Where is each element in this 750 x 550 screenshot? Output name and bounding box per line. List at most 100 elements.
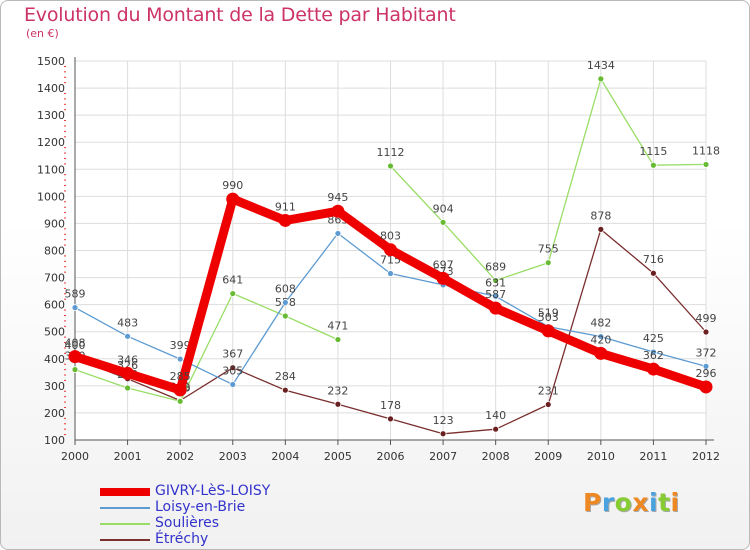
y-tick-label: 200 xyxy=(44,407,65,420)
proxiti-logo: Proxiti xyxy=(583,488,680,517)
x-tick-label: 2002 xyxy=(166,450,194,463)
data-point xyxy=(544,401,552,408)
data-point xyxy=(492,277,500,284)
data-point xyxy=(702,161,710,168)
y-tick-label: 100 xyxy=(44,434,65,447)
data-point xyxy=(281,312,289,320)
x-tick-label: 2008 xyxy=(482,450,510,463)
data-label: 296 xyxy=(696,367,717,380)
series-givry-les-loisy: 408 346 285 990 911 945 803 697 587 503 420 362 296 xyxy=(65,179,717,397)
data-label: 904 xyxy=(433,202,454,215)
data-label: 284 xyxy=(275,370,296,383)
x-tick-label: 2007 xyxy=(429,450,457,463)
x-tick-label: 2003 xyxy=(219,450,247,463)
y-tick-label: 900 xyxy=(44,217,65,230)
data-point xyxy=(71,366,79,374)
data-point xyxy=(650,348,657,356)
data-label: 878 xyxy=(590,209,611,222)
x-tick-label: 2001 xyxy=(114,450,142,463)
legend-swatch xyxy=(100,539,150,541)
data-label: 631 xyxy=(485,276,506,289)
data-point xyxy=(650,161,657,169)
legend-label: Soulières xyxy=(155,515,220,531)
x-tick-label: 2011 xyxy=(639,450,667,463)
data-point xyxy=(439,430,447,438)
y-tick-label: 800 xyxy=(44,245,65,258)
data-label: 367 xyxy=(222,348,243,361)
data-point xyxy=(176,397,184,405)
legend-item: Étréchy xyxy=(100,531,360,548)
data-point xyxy=(702,362,710,370)
data-point xyxy=(699,380,713,394)
data-label: 519 xyxy=(538,307,559,320)
data-label: 1434 xyxy=(587,59,615,72)
y-tick-label: 300 xyxy=(44,380,65,393)
y-tick-label: 1400 xyxy=(37,82,65,95)
data-point xyxy=(121,366,135,380)
chart-unit: (en €) xyxy=(26,27,59,40)
data-point xyxy=(173,383,187,397)
data-label: 140 xyxy=(485,409,506,422)
data-label: 1115 xyxy=(639,145,667,158)
data-point xyxy=(492,292,500,300)
data-point xyxy=(71,304,79,312)
data-label: 425 xyxy=(643,332,664,345)
data-label: 285 xyxy=(170,370,191,383)
data-label: 945 xyxy=(327,191,348,204)
data-point xyxy=(384,243,397,257)
y-tick-label: 1100 xyxy=(37,163,65,176)
data-label: 420 xyxy=(590,333,611,346)
data-label: 178 xyxy=(380,399,401,412)
data-point xyxy=(489,301,503,315)
data-label: 499 xyxy=(696,312,717,325)
data-label: 1118 xyxy=(692,144,720,157)
data-label: 408 xyxy=(65,337,86,350)
data-point xyxy=(281,299,289,306)
legend-label: Loisy-en-Brie xyxy=(155,499,246,515)
data-point xyxy=(387,415,394,423)
data-label: 755 xyxy=(538,243,559,256)
y-tick-label: 1300 xyxy=(37,109,65,122)
data-point xyxy=(650,269,657,277)
y-tick-label: 500 xyxy=(44,326,65,339)
data-point xyxy=(229,364,237,372)
data-label: 346 xyxy=(117,353,138,366)
data-label: 232 xyxy=(327,384,348,397)
legend-label: Étréchy xyxy=(155,531,209,547)
x-tick-label: 2004 xyxy=(271,450,299,463)
data-point xyxy=(594,346,608,360)
legend-swatch xyxy=(100,488,150,496)
legend-item: Soulières xyxy=(100,515,360,532)
data-label: 641 xyxy=(222,274,243,287)
legend-label: GIVRY-LèS-LOISY xyxy=(155,483,271,499)
y-tick-label: 400 xyxy=(44,353,65,366)
data-label: 803 xyxy=(380,230,401,243)
data-label: 305 xyxy=(222,365,243,378)
data-point xyxy=(544,259,552,267)
data-label: 123 xyxy=(433,414,454,427)
data-point xyxy=(597,225,605,233)
data-point xyxy=(124,332,131,340)
legend-item: GIVRY-LèS-LOISY xyxy=(100,483,360,500)
data-point xyxy=(597,75,605,83)
data-point xyxy=(541,324,555,338)
data-point xyxy=(492,425,500,433)
data-point xyxy=(229,381,237,388)
data-point xyxy=(334,230,342,237)
data-label: 911 xyxy=(275,200,296,213)
legend-swatch xyxy=(100,523,150,525)
data-point xyxy=(331,204,345,218)
data-label: 697 xyxy=(433,258,454,271)
data-point xyxy=(702,328,710,336)
data-point xyxy=(334,336,342,343)
data-point xyxy=(646,362,660,376)
chart-title: Evolution du Montant de la Dette par Hab… xyxy=(24,4,456,26)
data-label: 608 xyxy=(275,282,296,295)
data-label: 990 xyxy=(222,179,243,192)
data-point xyxy=(124,384,131,392)
data-point xyxy=(387,270,394,277)
y-tick-label: 1000 xyxy=(37,190,65,203)
data-label: 587 xyxy=(485,288,506,301)
data-label: 400 xyxy=(65,339,86,352)
